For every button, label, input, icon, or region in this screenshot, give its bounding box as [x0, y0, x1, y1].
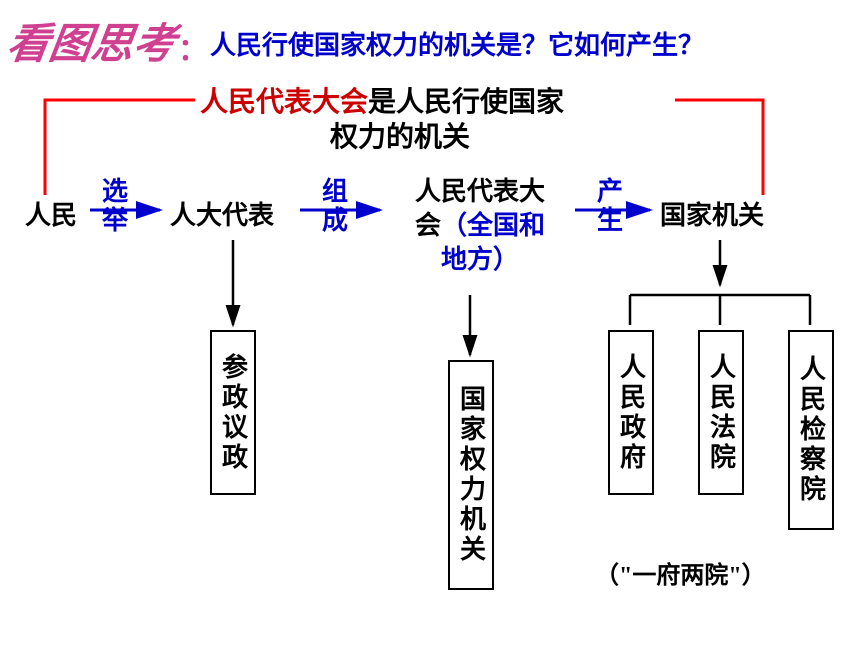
stylized-title: 看图思考	[4, 10, 181, 71]
node3-l2a: 会	[415, 211, 441, 240]
box-renminjianchayuan: 人民检察院	[788, 330, 834, 530]
header-red: 人民代表大会	[200, 87, 368, 118]
node3-l2b: （全国和	[441, 211, 545, 240]
node3-l1: 人民代表大	[395, 175, 565, 209]
box-guojiaquanlijiguan: 国家权力机关	[448, 360, 494, 590]
node-renmindaibiaodahui: 人民代表大 会（全国和 地方）	[395, 175, 565, 276]
box-renminzhengfu: 人民政府	[608, 330, 654, 495]
header-line2: 权力的机关	[330, 115, 470, 155]
node3-l3: 地方）	[395, 243, 565, 277]
arrow-label-xuanju: 选举	[100, 178, 130, 235]
arrow-label-chansheng: 产生	[595, 178, 625, 235]
node-rendadaibiao: 人大代表	[170, 195, 274, 232]
title-colon: ：	[178, 25, 208, 69]
header-line1: 人民代表大会是人民行使国家	[200, 80, 564, 120]
footer-yifuliangyuan: （"一府两院"）	[595, 555, 766, 590]
node-guojiajiguan: 国家机关	[660, 195, 764, 232]
node-renmin: 人民	[25, 195, 77, 232]
prompt-question: 人民行使国家权力的机关是？它如何产生？	[210, 25, 704, 62]
box-canzhengyizheng: 参政议政	[210, 330, 256, 495]
arrow-label-zucheng: 组成	[320, 178, 350, 235]
box-renminfayuan: 人民法院	[698, 330, 744, 495]
title-text: 看图思考	[4, 22, 178, 68]
header-black1: 是人民行使国家	[368, 87, 564, 118]
